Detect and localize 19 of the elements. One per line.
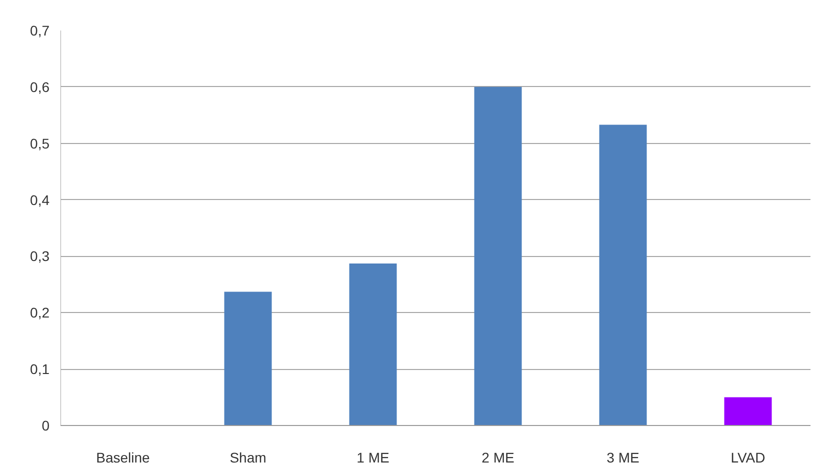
y-tick-label: 0,3 [30, 248, 50, 264]
x-tick-label: 2 ME [482, 450, 514, 466]
bar [224, 292, 272, 426]
x-tick-label: 1 ME [356, 450, 390, 466]
y-tick-label: 0,6 [30, 78, 50, 95]
x-tick-label: Sham [230, 450, 266, 466]
y-tick-label: 0,7 [30, 22, 50, 38]
bar [474, 86, 522, 426]
x-tick-label: Baseline [96, 450, 150, 466]
y-tick-label: 0 [42, 418, 50, 434]
x-tick-label: LVAD [730, 450, 766, 466]
bar [599, 124, 647, 426]
y-tick-label: 0,1 [30, 361, 50, 378]
x-tick-label: 3 ME [606, 450, 640, 466]
y-tick-label: 0,4 [30, 192, 50, 208]
bar [349, 264, 397, 426]
y-tick-label: 0,2 [30, 304, 50, 321]
bar [724, 397, 772, 426]
y-tick-label: 0,5 [30, 135, 50, 152]
